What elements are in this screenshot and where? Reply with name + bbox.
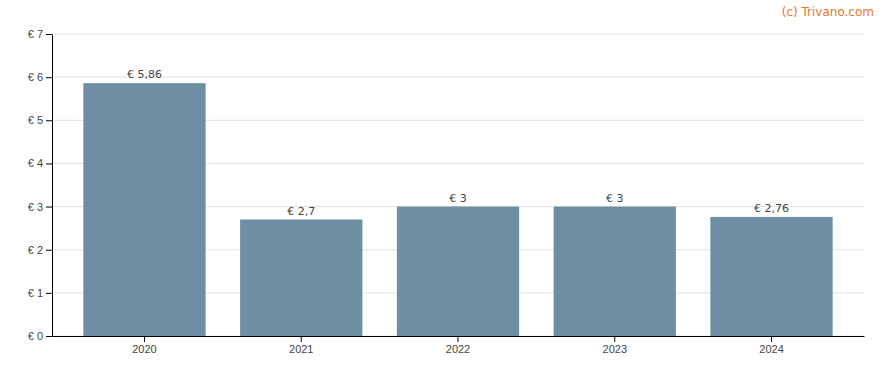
- tick-mark: [46, 293, 52, 294]
- tick: € 3: [28, 201, 52, 213]
- tick-mark: [46, 77, 52, 78]
- tick: 2021: [289, 336, 313, 355]
- plot: € 5,86€ 2,7€ 3€ 3€ 2,76€ 0€ 1€ 2€ 3€ 4€ …: [28, 28, 865, 355]
- data-label: € 3: [449, 192, 467, 205]
- tick-label: € 2: [28, 244, 43, 256]
- tick: € 7: [28, 28, 52, 40]
- data-label: € 2,7: [287, 205, 315, 218]
- bars: [83, 83, 832, 336]
- data-label: € 5,86: [127, 68, 162, 81]
- tick-label: 2022: [446, 343, 470, 355]
- bar: [710, 217, 832, 336]
- tick: € 1: [28, 287, 52, 299]
- data-label: € 2,76: [754, 202, 789, 215]
- tick: € 0: [28, 330, 52, 342]
- tick: 2020: [132, 336, 156, 355]
- tick-mark: [46, 250, 52, 251]
- grid-line: [52, 34, 864, 35]
- bar: [554, 207, 676, 336]
- tick-label: € 1: [28, 287, 43, 299]
- tick-mark: [46, 336, 52, 337]
- tick: € 2: [28, 244, 52, 256]
- tick-label: 2023: [603, 343, 627, 355]
- tick-mark: [46, 34, 52, 35]
- x-axis: 2020 2021 2022 2023 2024: [53, 336, 865, 355]
- tick: € 5: [28, 114, 52, 126]
- tick: 2023: [603, 336, 627, 355]
- tick: € 6: [28, 71, 52, 83]
- tick-mark: [144, 336, 145, 342]
- tick-mark: [458, 336, 459, 342]
- tick-mark: [46, 120, 52, 121]
- tick-label: 2021: [289, 343, 313, 355]
- data-labels: € 5,86 € 2,7 € 3 € 3 € 2,76: [127, 68, 789, 217]
- grid-line: [52, 77, 864, 78]
- tick-label: € 3: [28, 201, 43, 213]
- tick: € 4: [28, 157, 52, 169]
- tick-label: € 7: [28, 28, 43, 40]
- tick-label: € 4: [28, 157, 43, 169]
- tick-mark: [771, 336, 772, 342]
- tick-mark: [301, 336, 302, 342]
- tick: 2024: [759, 336, 783, 355]
- grid: [52, 34, 864, 336]
- tick-mark: [614, 336, 615, 342]
- axis-line: [52, 35, 53, 337]
- tick-mark: [46, 207, 52, 208]
- tick-label: € 6: [28, 71, 43, 83]
- data-label: € 3: [606, 192, 624, 205]
- bar: [83, 83, 205, 336]
- tick-label: € 5: [28, 114, 43, 126]
- chart: € 5,86€ 2,7€ 3€ 3€ 2,76€ 0€ 1€ 2€ 3€ 4€ …: [0, 0, 888, 370]
- tick-mark: [46, 163, 52, 164]
- tick: 2022: [446, 336, 470, 355]
- tick-label: 2020: [132, 343, 156, 355]
- bar: [240, 220, 362, 336]
- y-axis: € 0 € 1 € 2 € 3 € 4 € 5 € 6 € 7: [28, 28, 53, 342]
- watermark: (c) Trivano.com: [782, 5, 874, 19]
- tick-label: 2024: [759, 343, 783, 355]
- tick-label: € 0: [28, 330, 43, 342]
- bar: [397, 207, 519, 336]
